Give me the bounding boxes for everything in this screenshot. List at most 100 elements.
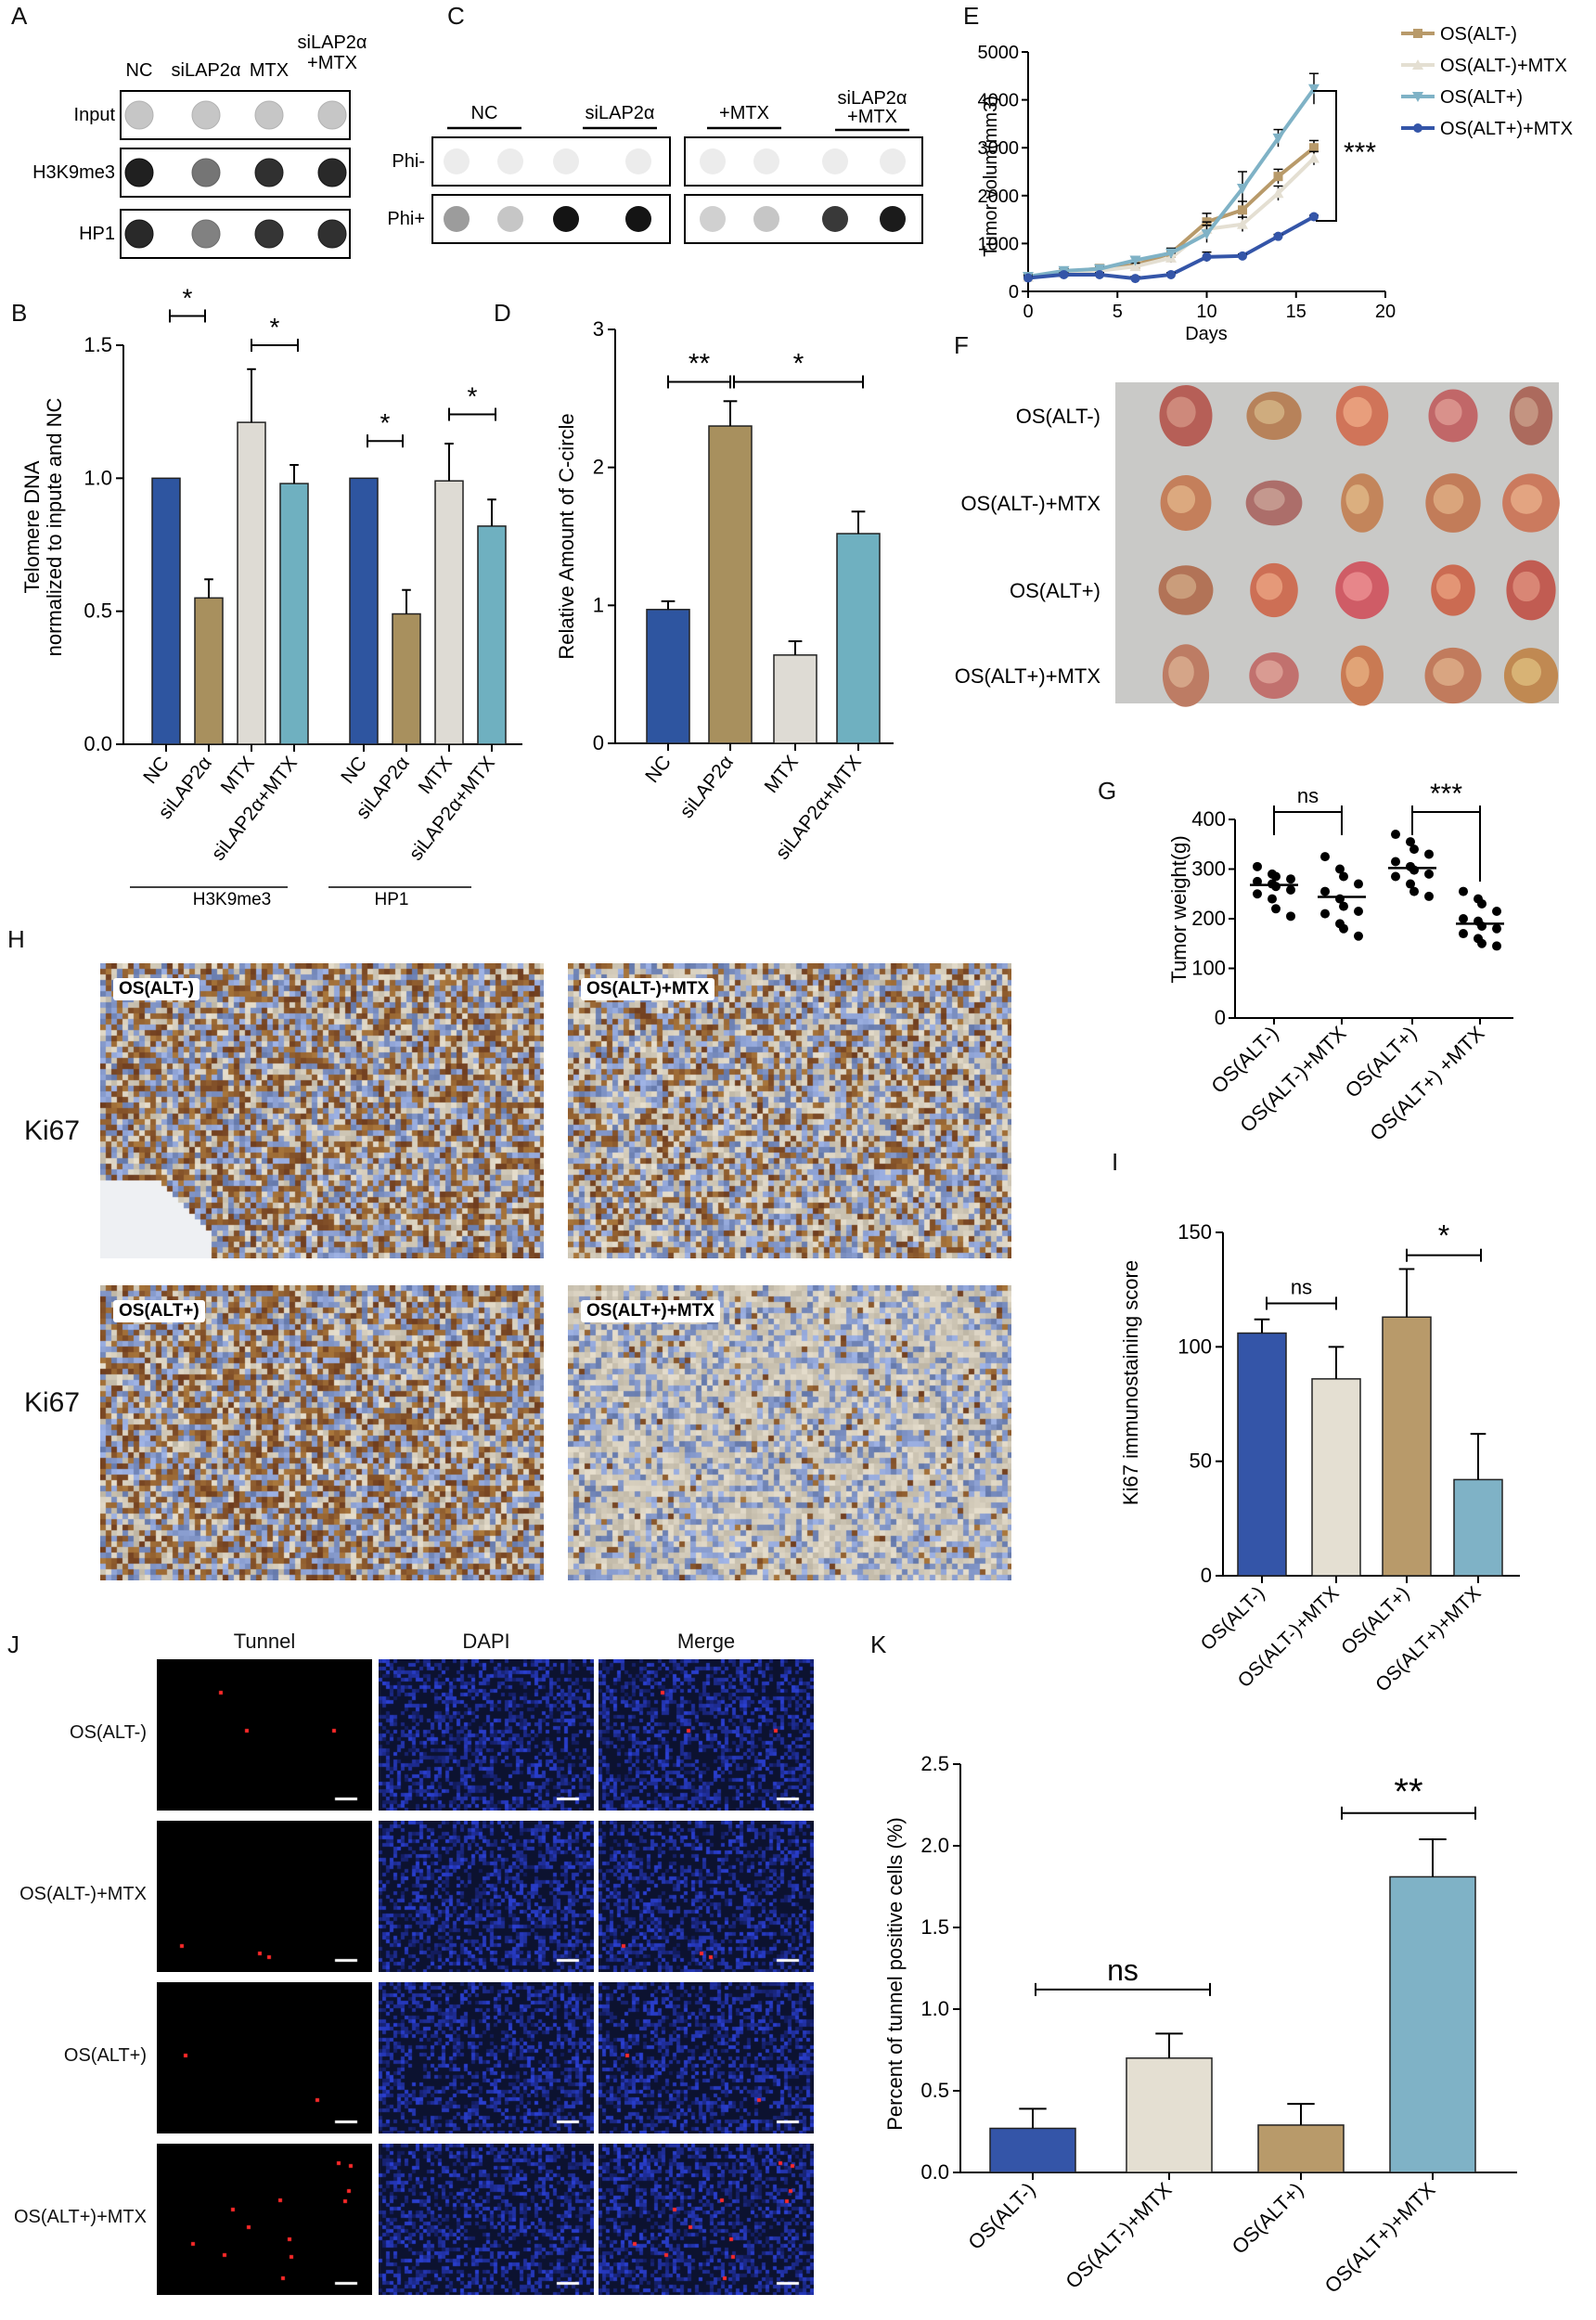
y-tick-label: 100 <box>1191 957 1226 980</box>
blot-dot <box>444 148 470 174</box>
x-tick-label: siLAP2α <box>676 752 738 822</box>
micrograph-label: OS(ALT-)+MTX <box>581 978 715 1000</box>
x-axis-label: Days <box>1185 324 1228 344</box>
fluor-image-merge <box>598 1821 814 1972</box>
x-tick-label: OS(ALT+) +MTX <box>1365 1022 1488 1145</box>
blot-dot <box>191 100 221 130</box>
data-point <box>1413 29 1422 38</box>
panel-letter-e: E <box>963 2 980 30</box>
panel-letter-g: G <box>1098 777 1117 805</box>
blot-dot <box>254 219 284 249</box>
y-tick-label: 2 <box>593 456 604 479</box>
micrograph-alt-pos: OS(ALT+) <box>100 1285 544 1580</box>
data-point <box>1273 172 1283 182</box>
data-point <box>1406 861 1415 871</box>
tumor-specimen <box>1502 473 1560 533</box>
x-tick-label: OS(ALT-)+MTX <box>1234 1582 1344 1692</box>
bar <box>1126 2057 1213 2173</box>
blot-group-label: NC <box>471 103 498 123</box>
bar <box>477 525 507 745</box>
data-point <box>1354 879 1363 889</box>
x-tick-label: OS(ALT-) <box>1197 1582 1269 1655</box>
micrograph-canvas <box>568 1285 1011 1580</box>
x-tick-label: 5 <box>1113 302 1123 322</box>
bar <box>237 421 266 745</box>
blot-column-label: NC <box>126 60 153 81</box>
blot-dot <box>497 206 523 232</box>
tumor-specimen <box>1249 651 1299 700</box>
data-point <box>1459 929 1468 939</box>
y-tick-label: 0.5 <box>84 599 112 623</box>
stain-label: Ki67 <box>24 1387 81 1418</box>
sig-label: * <box>1438 1219 1449 1253</box>
y-tick-label: 0.5 <box>920 2079 949 2102</box>
x-tick-label: 20 <box>1375 302 1396 322</box>
data-point <box>1412 92 1423 102</box>
bar <box>151 477 181 745</box>
data-point <box>1201 229 1213 240</box>
blot-dot <box>625 206 651 232</box>
data-point <box>1268 879 1277 889</box>
tumor-specimen <box>1506 560 1556 621</box>
x-tick-label: NC <box>139 753 174 788</box>
data-point <box>1201 223 1213 234</box>
blot-column-label: MTX <box>250 60 289 81</box>
data-point <box>1309 143 1319 153</box>
y-tick-label: 0 <box>1215 1006 1226 1029</box>
tumor-specimen <box>1250 562 1298 618</box>
blot-dot <box>822 206 848 232</box>
series-line <box>1027 87 1316 278</box>
data-point <box>1165 251 1177 263</box>
data-point <box>1095 269 1104 279</box>
series-line <box>1027 146 1316 279</box>
tumor-specimen <box>1158 565 1214 615</box>
data-point <box>1023 271 1034 282</box>
data-point <box>1272 187 1284 199</box>
data-point <box>1058 265 1070 277</box>
legend-label: OS(ALT+) <box>1440 87 1523 108</box>
y-axis-label: Relative Amount of C-circle <box>555 413 578 659</box>
x-tick-label: MTX <box>415 753 457 798</box>
panel-letter-c: C <box>447 2 465 30</box>
y-tick-label: 1.0 <box>920 1997 949 2020</box>
x-tick-label: 10 <box>1196 302 1216 322</box>
x-tick-label: siLAP2α+MTX <box>772 752 866 864</box>
blot-dot <box>124 219 154 249</box>
photo-row-label: OS(ALT-) <box>1016 405 1100 428</box>
fluor-row-label: OS(ALT+) <box>63 2045 147 2066</box>
sig-label: * <box>270 313 280 342</box>
data-point <box>1286 911 1295 922</box>
blot-dot <box>444 206 470 232</box>
data-point <box>1339 923 1348 934</box>
blot-dot <box>191 158 221 187</box>
micrograph-canvas <box>568 963 1011 1258</box>
blot-dot <box>317 100 347 130</box>
blot-row-label: Phi- <box>392 151 425 172</box>
y-tick-label: 1000 <box>978 234 1020 254</box>
sig-label: * <box>380 408 391 437</box>
y-tick-label: 2.5 <box>920 1752 949 1775</box>
x-tick-label: OS(ALT-) <box>1206 1022 1282 1098</box>
fluor-image-merge <box>598 1659 814 1811</box>
y-tick-label: 50 <box>1190 1450 1212 1473</box>
data-point <box>1474 916 1483 926</box>
bar <box>349 477 379 745</box>
data-point <box>1286 884 1295 895</box>
blot-dot <box>700 206 726 232</box>
data-point <box>1308 152 1319 163</box>
sig-label: ns <box>1297 784 1319 807</box>
data-point <box>1354 931 1363 941</box>
data-point <box>1238 205 1247 215</box>
tumor-specimen <box>1246 392 1302 440</box>
blot-strip <box>431 194 671 244</box>
data-point <box>1320 852 1330 862</box>
tumor-highlight <box>1514 397 1538 427</box>
bar <box>392 612 421 745</box>
bar <box>646 609 690 744</box>
data-point <box>1130 260 1140 270</box>
blot-dot <box>497 148 523 174</box>
series-line <box>1027 214 1315 281</box>
blot-dot <box>880 206 906 232</box>
y-tick-label: 0 <box>1009 282 1019 303</box>
y-axis-label: Tumor volum(mm3) <box>981 96 1001 257</box>
